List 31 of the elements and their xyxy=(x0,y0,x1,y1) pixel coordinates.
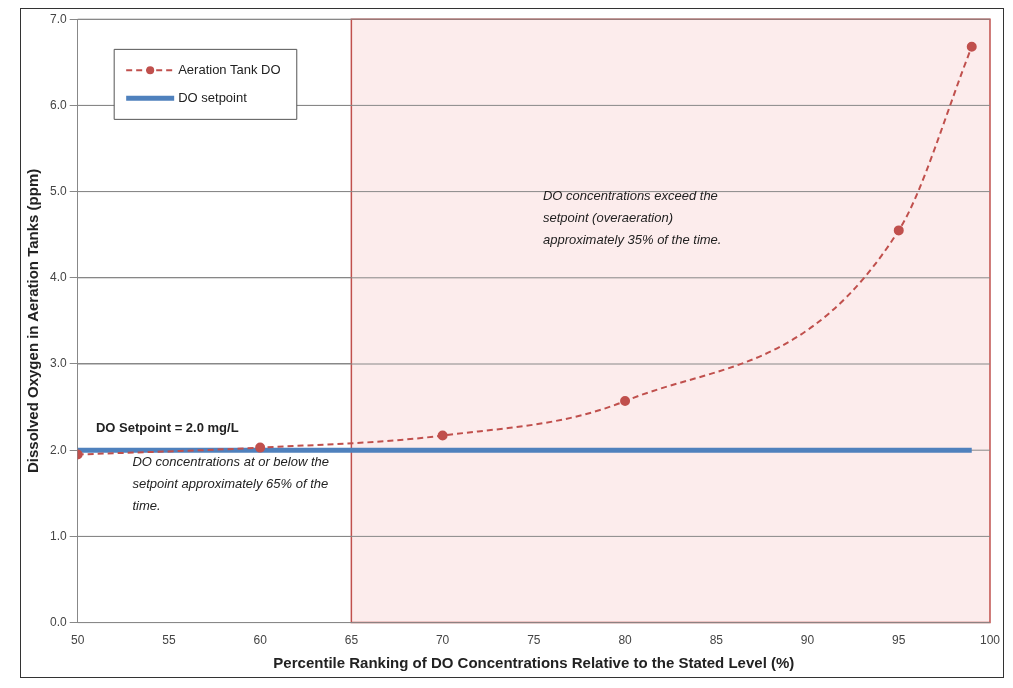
x-axis-title: Percentile Ranking of DO Concentrations Relative to the Stated Level (%) xyxy=(273,654,795,672)
y-axis-title: Dissolved Oxygen in Aeration Tanks (ppm) xyxy=(24,168,42,474)
y-tick-label: 1.0 xyxy=(49,528,67,543)
y-tick-label: 3.0 xyxy=(49,356,67,371)
point xyxy=(620,396,631,407)
point xyxy=(966,41,977,52)
y-tick-label: 5.0 xyxy=(49,183,67,198)
y-tick-label: 6.0 xyxy=(49,97,67,112)
x-tick-label: 95 xyxy=(892,633,906,648)
y-tick-label: 7.0 xyxy=(49,11,67,26)
annotation: DO Setpoint = 2.0 mg/L xyxy=(95,420,239,436)
x-tick-label: 80 xyxy=(618,633,633,648)
annotation: DO concentrations exceed the setpoint (overaeration) approximately 35% of the time. xyxy=(542,188,722,248)
legend-label: Aeration Tank DO xyxy=(178,61,281,77)
point xyxy=(893,225,904,236)
x-tick-label: 70 xyxy=(435,633,450,648)
x-tick-label: 85 xyxy=(709,633,724,648)
x-tick-label: 65 xyxy=(344,633,359,648)
x-tick-label: 55 xyxy=(162,633,176,648)
legend-label: DO setpoint xyxy=(178,89,248,105)
x-tick-label: 50 xyxy=(71,633,85,648)
y-tick-label: 2.0 xyxy=(49,442,67,457)
y-tick-label: 0.0 xyxy=(49,614,67,629)
x-tick-label: 60 xyxy=(253,633,268,648)
x-tick-label: 100 xyxy=(979,633,1001,648)
x-tick-label: 75 xyxy=(527,633,541,648)
x-tick-label: 90 xyxy=(800,633,815,648)
point xyxy=(437,430,448,441)
point xyxy=(255,442,266,453)
y-tick-label: 4.0 xyxy=(49,270,67,285)
annotation: DO concentrations at or below the setpoint approximately 65% of the time. xyxy=(132,453,329,513)
